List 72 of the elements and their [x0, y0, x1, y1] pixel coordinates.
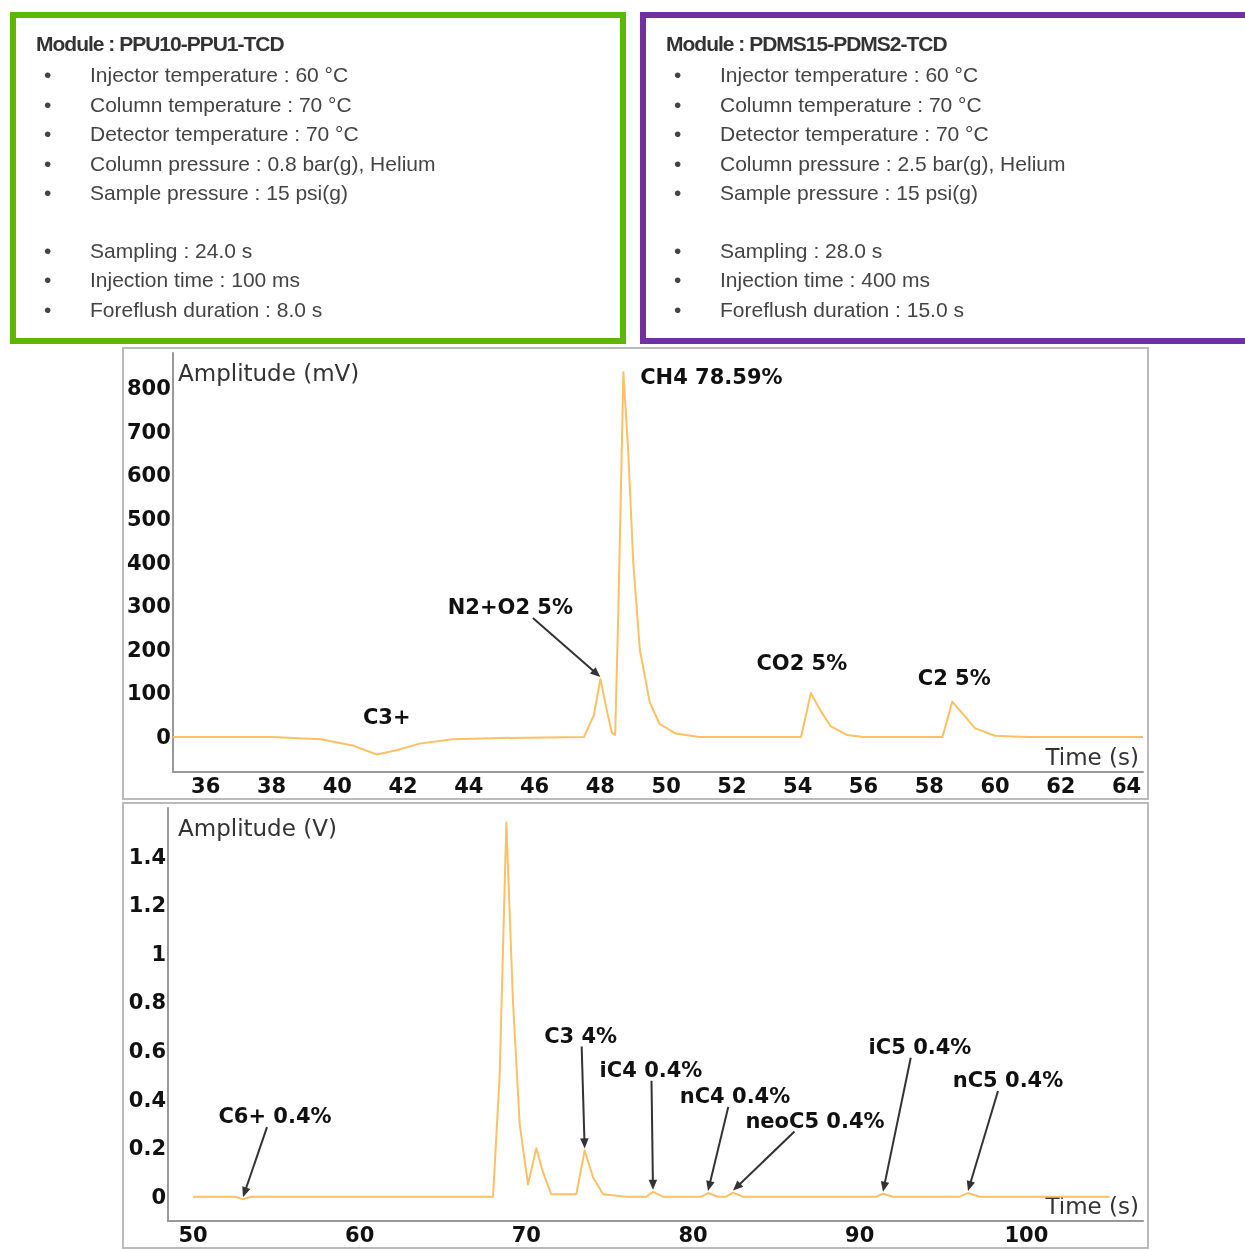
annotation: neoC5 0.4%: [745, 1108, 885, 1133]
x-tick-label: 60: [980, 773, 1010, 798]
x-tick-label: 36: [191, 773, 221, 798]
text: • Column pressure : 2.5 bar(g), Helium: [674, 150, 1067, 177]
x-axis-title: Time (s): [1044, 1192, 1139, 1219]
x-tick-label: 52: [717, 773, 747, 798]
text: • Injection time : 400 ms: [674, 267, 932, 293]
x-tick-label: 100: [1004, 1222, 1049, 1247]
x-tick-label: 50: [651, 773, 681, 798]
x-tick-label: 54: [783, 773, 813, 798]
y-tick-label: 0.2: [128, 1136, 166, 1161]
y-tick-label: 0.6: [128, 1038, 166, 1063]
annotation: CO2 5%: [756, 651, 848, 675]
annotation: N2+O2 5%: [447, 595, 573, 620]
text: Module : PPU10-PPU1-TCD: [36, 32, 285, 56]
text: • Sampling : 28.0 s: [674, 237, 884, 264]
text: • Sample pressure : 15 psi(g): [44, 180, 349, 206]
x-tick-label: 46: [519, 773, 550, 798]
x-tick-label: 58: [914, 773, 944, 798]
x-tick-label: 42: [388, 773, 418, 798]
text: • Detector temperature : 70 °C: [44, 121, 360, 147]
y-tick-label: 100: [126, 681, 171, 706]
y-tick-label: 0: [151, 1184, 166, 1209]
annotation: C3+: [362, 704, 411, 729]
y-tick-label: 800: [126, 375, 171, 400]
text: • Injector temperature : 60 °C: [674, 62, 980, 88]
annotation: iC5 0.4%: [868, 1034, 972, 1059]
y-tick-label: 200: [126, 637, 171, 662]
y-tick-label: 1: [151, 941, 166, 966]
text: • Detector temperature : 70 °C: [674, 121, 990, 147]
text: • Foreflush duration : 8.0 s: [44, 296, 324, 323]
annotation: nC4 0.4%: [679, 1084, 791, 1109]
y-tick-label: 700: [126, 419, 171, 444]
annotation: iC4 0.4%: [599, 1057, 703, 1082]
x-tick-label: 62: [1046, 773, 1076, 798]
annotation: C3 4%: [544, 1023, 618, 1048]
x-tick-label: 40: [322, 773, 352, 798]
y-axis-title: Amplitude (mV): [178, 359, 360, 386]
annotation: CH4 78.59%: [640, 365, 783, 390]
x-tick-label: 90: [845, 1222, 875, 1247]
text: • Column pressure : 0.8 bar(g), Helium: [44, 150, 437, 177]
y-tick-label: 0: [156, 725, 171, 750]
text: • Foreflush duration : 15.0 s: [674, 296, 965, 323]
y-axis-title: Amplitude (V): [178, 814, 337, 841]
text: • Column temperature : 70 °C: [44, 91, 353, 118]
y-tick-label: 600: [126, 463, 171, 488]
y-tick-label: 400: [126, 550, 171, 575]
y-tick-label: 0.8: [128, 990, 166, 1015]
y-tick-label: 500: [126, 506, 171, 531]
x-tick-label: 70: [511, 1222, 541, 1247]
x-tick-label: 38: [256, 773, 287, 798]
x-tick-label: 60: [345, 1222, 375, 1247]
text: • Sample pressure : 15 psi(g): [674, 180, 979, 206]
x-tick-label: 64: [1111, 773, 1142, 798]
text: • Injector temperature : 60 °C: [44, 62, 350, 88]
y-tick-label: 300: [126, 594, 171, 619]
y-tick-label: 0.4: [128, 1087, 166, 1112]
y-tick-label: 1.2: [128, 893, 166, 918]
text: Module : PDMS15-PDMS2-TCD: [666, 32, 948, 56]
text: • Column temperature : 70 °C: [674, 91, 983, 118]
x-axis-title: Time (s): [1044, 743, 1139, 770]
annotation: C2 5%: [917, 665, 991, 690]
annotation: nC5 0.4%: [952, 1068, 1064, 1093]
y-tick-label: 1.4: [128, 844, 166, 869]
x-tick-label: 50: [178, 1222, 208, 1247]
text: • Injection time : 100 ms: [44, 267, 302, 293]
x-tick-label: 44: [454, 773, 484, 798]
annotation: C6+ 0.4%: [218, 1104, 332, 1129]
x-tick-label: 48: [585, 773, 615, 798]
x-tick-label: 56: [848, 773, 879, 798]
text: • Sampling : 24.0 s: [44, 237, 254, 264]
x-tick-label: 80: [678, 1222, 708, 1247]
